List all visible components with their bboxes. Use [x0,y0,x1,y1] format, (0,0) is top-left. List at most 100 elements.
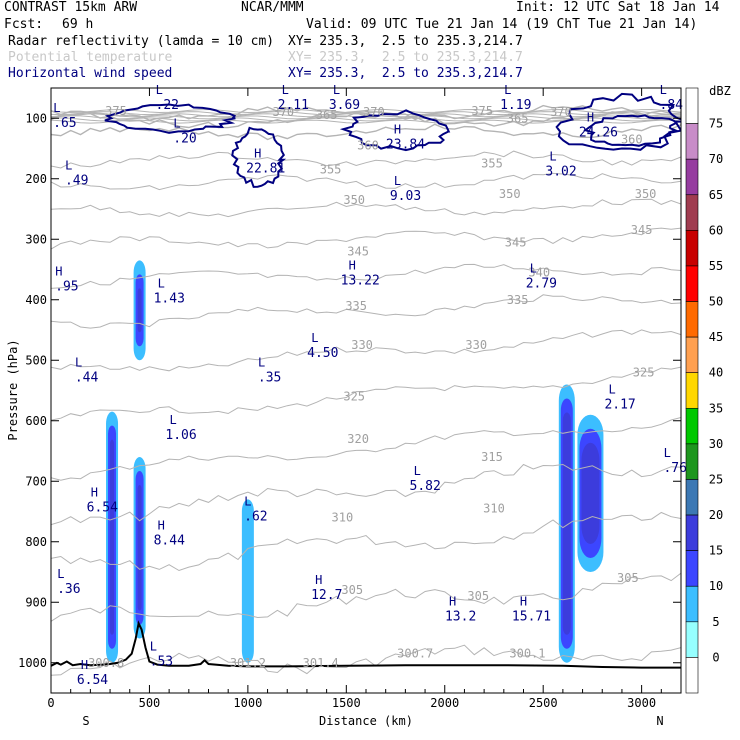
colorbar-label: 40 [709,366,723,380]
wind-extremum-value: 15.71 [512,609,551,624]
colorbar-swatch [685,585,699,623]
colorbar-swatch [685,443,699,480]
wind-extremum-type: L [156,83,163,97]
y-tick-label: 800 [25,535,47,549]
reflectivity-cell-0-15dbz [110,439,115,635]
wind-extremum-type: H [315,573,322,587]
wind-extremum-value: 1.06 [165,428,196,443]
x-tick-label: 0 [47,696,54,710]
colorbar-label: 30 [709,437,723,451]
theta-contour-310 [51,511,681,572]
wind-extremum-type: L [549,150,556,164]
field-name-wind: Horizontal wind speed [8,66,173,81]
wind-extremum-type: L [414,464,421,478]
wind-extremum-value: .65 [53,116,76,131]
field-xy-wind: XY= 235.3, 2.5 to 235.3,214.7 [288,66,523,81]
x-tick-label: 1500 [332,696,361,710]
wind-extremum-type: L [664,446,671,460]
theta-contour-label: 375 [471,104,493,118]
wind-extremum-type: L [57,567,64,581]
model-title: CONTRAST 15km ARW [4,0,138,15]
wind-extremum-type: L [258,355,265,369]
reflectivity-cell-3-5dbz [241,499,254,663]
colorbar-label: 5 [712,615,719,629]
colorbar-label: 10 [709,579,723,593]
organization-label: NCAR/MMM [241,0,304,15]
wind-extremum-value: 24.26 [579,125,618,140]
wind-extremum-value: .35 [258,370,281,385]
theta-contour-350 [51,198,681,218]
theta-contour-label: 305 [341,583,363,597]
y-tick-label: 100 [25,111,47,125]
theta-contour-355 [51,172,681,191]
x-tick-label: 2500 [529,696,558,710]
theta-contour-labels: 301.2 301.4 300.7 300.1 300.8 305 305 305 310 310… [88,104,656,670]
theta-contour-345 [51,227,681,250]
field-name-theta: Potential temperature [8,50,173,65]
terrain-line [51,620,681,669]
wind-extremum-type: L [282,83,289,97]
colorbar-swatch [685,514,699,551]
wind-extremum-value: .76 [663,461,686,476]
wind-extremum-value: 22.81 [246,162,285,177]
colorbar-swatch [685,372,699,409]
wind-extremum-value: .95 [55,280,78,295]
y-tick-label: 700 [25,474,47,488]
theta-contour-305 [51,572,681,622]
wind-extremum-type: L [150,640,157,654]
theta-contour-label: 301.2 [230,656,266,670]
colorbar-unit: dBZ [709,84,731,98]
wind-contour-3 [583,114,679,147]
theta-contour-340 [51,263,681,289]
theta-contour-label: 325 [633,365,655,379]
colorbar-label: 20 [709,508,723,522]
theta-contour-label: 370 [272,105,294,119]
colorbar-label: 75 [709,117,723,131]
theta-contour-label: 325 [343,390,365,404]
colorbar-label: 15 [709,544,723,558]
colorbar-swatch [685,621,699,658]
theta-contour-label: 365 [507,111,529,125]
valid-time: Valid: 09 UTC Tue 21 Jan 14 (19 ChT Tue … [306,17,698,32]
wind-extremum-value: 6.54 [87,500,118,515]
wind-extremum-type: H [158,519,165,533]
colorbar-swatch [685,158,699,196]
wind-extremum-type: L [158,277,165,291]
wind-extremum-value: 3.69 [329,98,360,113]
colorbar-swatch [685,87,699,124]
colorbar-label: 70 [709,152,723,166]
colorbar-label: 45 [709,330,723,344]
x-tick-label: 2000 [430,696,459,710]
forecast-label: Fcst: [4,17,44,32]
wind-extremum-value: 9.03 [390,189,421,204]
y-tick-label: 300 [25,232,47,246]
theta-contour-top-band-4 [51,117,681,122]
colorbar-label: 25 [709,472,723,486]
wind-extremum-value: 1.19 [500,98,531,113]
theta-contour-label: 315 [481,450,503,464]
theta-contour-335 [51,294,681,329]
wind-extremum-type: H [55,265,62,279]
y-tick-label: 600 [25,414,47,428]
wind-extremum-value: .20 [173,131,196,146]
colorbar-label: 65 [709,188,723,202]
wind-extremum-value: .44 [75,370,99,385]
wind-extremum-type: L [660,83,667,97]
wind-extremum-value: 2.17 [604,398,635,413]
theta-contour-label: 370 [363,105,385,119]
colorbar-label: 55 [709,259,723,273]
wind-extremum-type: H [449,594,456,608]
wind-extremum-value: 5.82 [410,479,441,494]
wind-extremum-value: 2.11 [278,98,309,113]
wind-contours [104,92,681,188]
theta-contour-label: 330 [465,338,487,352]
wind-extremum-value: .62 [244,509,267,524]
wind-extremum-type: H [520,594,527,608]
colorbar-label: 60 [709,223,723,237]
wind-extremum-type: L [244,494,251,508]
y-tick-label: 500 [25,353,47,367]
wind-extremum-type: L [394,174,401,188]
wind-extremum-type: L [53,101,60,115]
wind-extremum-value: .36 [57,582,80,597]
